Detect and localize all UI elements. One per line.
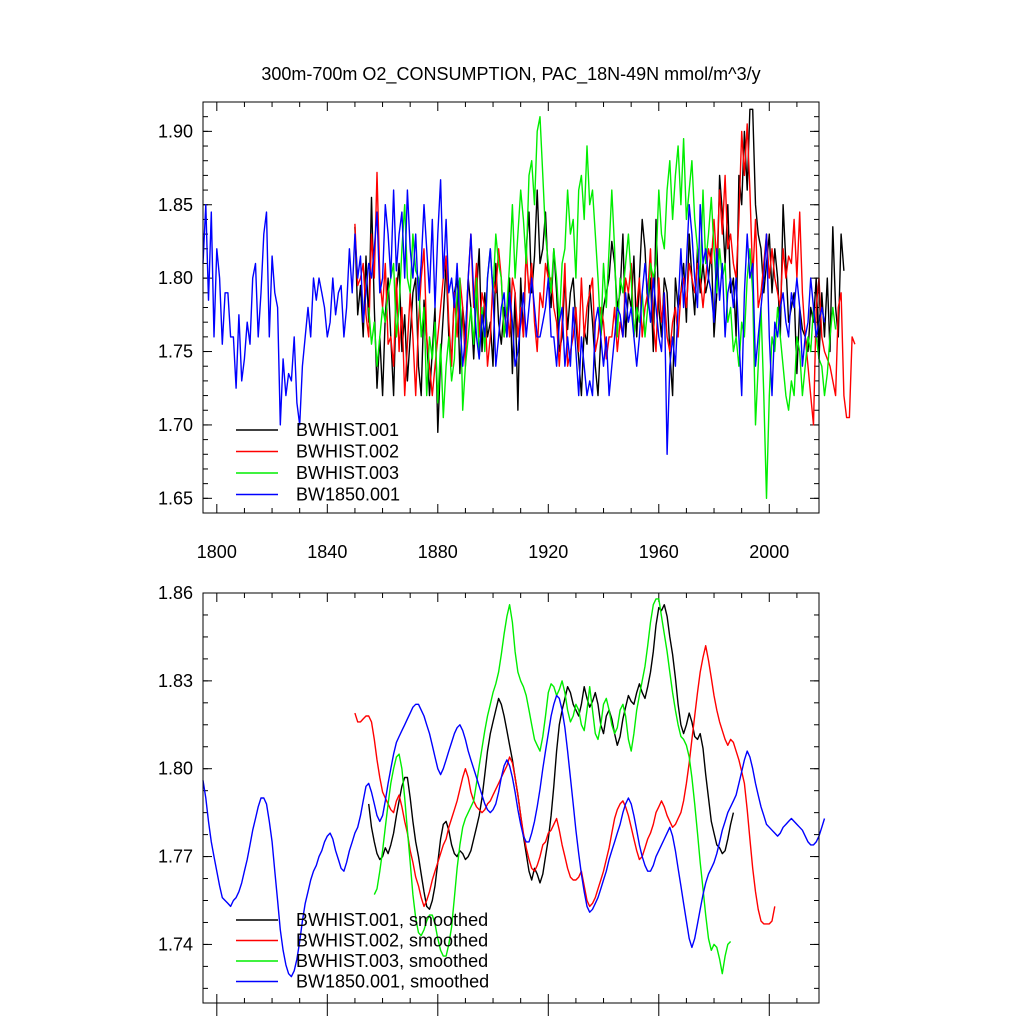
legend-label: BW1850.001, smoothed (296, 972, 489, 992)
x-tick-label: 2000 (749, 542, 789, 562)
legend-label: BWHIST.002, smoothed (296, 931, 488, 951)
y-tick-label: 1.77 (158, 847, 193, 867)
x-tick-label: 1800 (197, 542, 237, 562)
bottom-panel-frame (202, 592, 820, 1004)
chart-title: 300m-700m O2_CONSUMPTION, PAC_18N-49N mm… (261, 64, 760, 85)
y-tick-label: 1.83 (158, 671, 193, 691)
series-line-bw1850-001 (202, 179, 826, 455)
y-tick-label: 1.80 (158, 268, 193, 288)
legend-label: BWHIST.003, smoothed (296, 951, 488, 971)
bottom-panel: 1.74 1.77 1.80 1.83 1.86 BWHIST.001, smoothe… (158, 583, 826, 1016)
series-line-bwhist-002-smoothed (354, 645, 776, 925)
y-tick-label: 1.74 (158, 934, 193, 954)
x-tick-label: 1960 (639, 542, 679, 562)
series-line-bwhist-003 (368, 115, 837, 499)
bottom-panel-ticks: 1.74 1.77 1.80 1.83 1.86 (158, 583, 819, 1016)
top-panel-ticks: 1.65 1.70 1.75 1.80 1.85 1.90 1800 1840 1880 1920… (158, 101, 819, 562)
series-line-bw1850-001-smoothed (202, 694, 826, 978)
top-panel-frame (202, 101, 820, 514)
legend-label: BWHIST.001 (296, 420, 399, 440)
y-tick-label: 1.80 (158, 759, 193, 779)
legend-label: BW1850.001 (296, 485, 400, 505)
series-line-bwhist-003-smoothed (373, 598, 732, 975)
x-tick-label: 1840 (307, 542, 347, 562)
x-tick-label: 1920 (528, 542, 568, 562)
top-panel: 300m-700m O2_CONSUMPTION, PAC_18N-49N mm… (158, 64, 856, 562)
top-panel-series (202, 108, 856, 499)
bottom-panel-series (202, 598, 826, 978)
y-tick-label: 1.90 (158, 121, 193, 141)
y-tick-label: 1.85 (158, 195, 193, 215)
y-tick-label: 1.86 (158, 583, 193, 603)
y-tick-label: 1.70 (158, 415, 193, 435)
y-tick-label: 1.65 (158, 488, 193, 508)
x-tick-label: 1880 (418, 542, 458, 562)
legend-label: BWHIST.001, smoothed (296, 910, 488, 930)
legend-label: BWHIST.003 (296, 463, 399, 483)
y-tick-label: 1.75 (158, 342, 193, 362)
series-line-bwhist-001-smoothed (368, 604, 735, 910)
series-line-bwhist-002 (354, 123, 856, 426)
legend-label: BWHIST.002 (296, 442, 399, 462)
